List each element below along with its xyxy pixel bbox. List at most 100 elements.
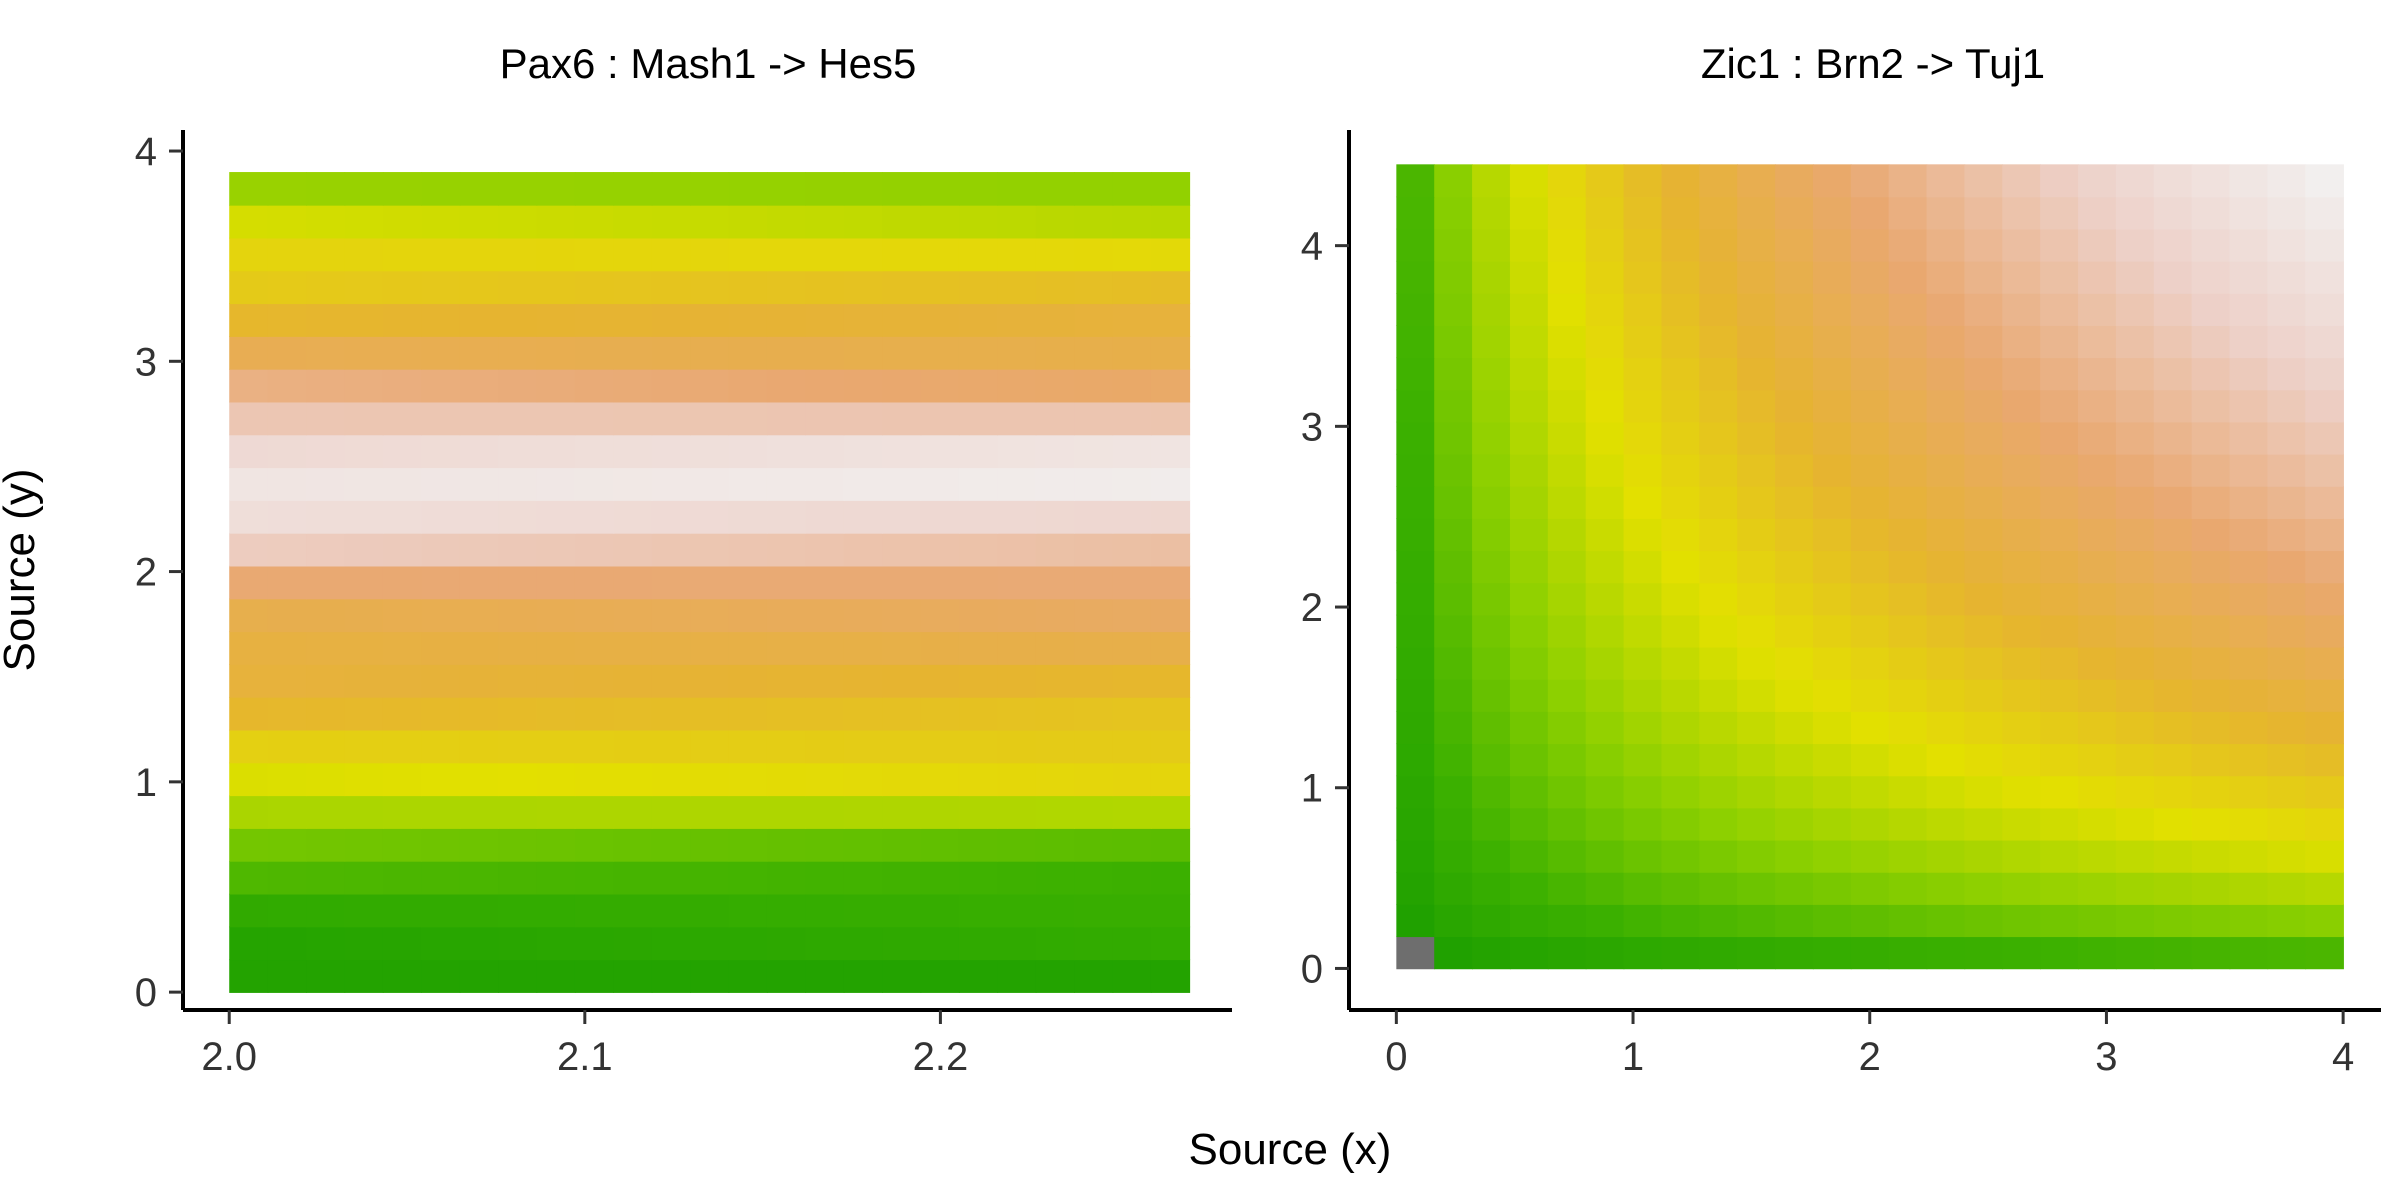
heatmap-cell: [421, 368, 461, 403]
heatmap-cell: [1074, 860, 1114, 895]
heatmap-cell: [1434, 518, 1473, 552]
heatmap-cell: [958, 237, 999, 272]
heatmap-cell: [1699, 839, 1738, 873]
heatmap-cell: [1888, 711, 1928, 745]
heatmap-cell: [459, 893, 499, 928]
heatmap-cell: [344, 467, 384, 501]
heatmap-cell: [1547, 582, 1587, 616]
heatmap-cell: [651, 926, 691, 961]
heatmap-cell: [2305, 936, 2344, 970]
heatmap-cell: [882, 532, 922, 567]
heatmap-cell: [1737, 936, 1776, 970]
heatmap-cell: [805, 664, 845, 698]
heatmap-cell: [536, 500, 576, 534]
heatmap-cell: [1661, 485, 1701, 519]
heatmap-cell: [1396, 904, 1436, 938]
heatmap-cell: [1850, 164, 1890, 198]
heatmap-cell: [2191, 711, 2231, 745]
heatmap-cell: [651, 434, 691, 469]
heatmap-cell: [421, 631, 461, 665]
y-tick-label: 3: [1301, 405, 1323, 449]
heatmap-cell: [1888, 743, 1928, 777]
heatmap-cell: [2153, 485, 2193, 519]
heatmap-cell: [1035, 467, 1075, 501]
y-tick-label: 2: [1301, 586, 1323, 630]
heatmap-cell: [766, 434, 807, 469]
heatmap-cell: [1850, 228, 1890, 262]
heatmap-cell: [2040, 839, 2079, 873]
heatmap-cell: [267, 500, 307, 534]
heatmap-cell: [1547, 839, 1587, 873]
y-tick-label: 0: [1301, 947, 1323, 991]
heatmap-cell: [1509, 292, 1549, 326]
heatmap-cell: [1661, 775, 1701, 809]
heatmap-cell: [2305, 357, 2344, 391]
heatmap-cell: [2115, 292, 2155, 326]
heatmap-cell: [1850, 260, 1890, 294]
heatmap-cell: [651, 762, 691, 797]
heatmap-cell: [2040, 711, 2079, 745]
heatmap-cell: [1775, 807, 1814, 841]
heatmap-cell: [1547, 614, 1587, 648]
heatmap-cell: [728, 893, 768, 928]
heatmap-cell: [613, 959, 653, 993]
heatmap-cell: [2153, 453, 2193, 487]
heatmap-cell: [958, 336, 999, 370]
heatmap-cell: [536, 401, 576, 436]
heatmap-cell: [1812, 550, 1852, 584]
heatmap-cell: [1074, 959, 1114, 993]
heatmap-cell: [574, 926, 615, 961]
heatmap-cell: [1150, 860, 1191, 895]
heatmap-cell: [690, 270, 730, 305]
heatmap-cell: [382, 204, 423, 239]
heatmap-cell: [421, 500, 461, 534]
y-tick-label: 3: [135, 340, 157, 384]
heatmap-cell: [1775, 325, 1814, 359]
heatmap-cell: [1472, 582, 1511, 616]
heatmap-cell: [2229, 646, 2269, 680]
heatmap-cell: [1434, 292, 1473, 326]
heatmap-cell: [1964, 646, 2004, 680]
heatmap-cell: [1661, 421, 1701, 455]
heatmap-cell: [2153, 164, 2193, 198]
heatmap-cell: [1661, 518, 1701, 552]
heatmap-cell: [421, 303, 461, 337]
heatmap-cell: [2115, 904, 2155, 938]
heatmap-cell: [1509, 775, 1549, 809]
heatmap-cell: [382, 303, 423, 337]
heatmap-cell: [229, 500, 269, 534]
heatmap-cell: [1888, 196, 1928, 230]
heatmap-cell: [1150, 336, 1191, 370]
heatmap-cell: [1585, 582, 1625, 616]
heatmap-cell: [920, 336, 960, 370]
heatmap-cell: [459, 237, 499, 272]
heatmap-cell: [2153, 904, 2193, 938]
heatmap-cell: [1434, 421, 1473, 455]
heatmap-cell: [882, 664, 922, 698]
heatmap-cell: [1888, 550, 1928, 584]
heatmap-cell: [1434, 775, 1473, 809]
heatmap-cell: [2002, 389, 2041, 423]
heatmap-cell: [2191, 775, 2231, 809]
heatmap-cell: [344, 762, 384, 797]
heatmap-cell: [2078, 743, 2117, 777]
heatmap-cell: [344, 434, 384, 469]
heatmap-cell: [1396, 453, 1436, 487]
heatmap-cell: [1699, 904, 1738, 938]
heatmap-cell: [843, 598, 883, 633]
heatmap-cell: [1396, 646, 1436, 680]
heatmap-cell: [1434, 711, 1473, 745]
heatmap-cell: [574, 401, 615, 436]
heatmap-cell: [1699, 614, 1738, 648]
heatmap-cell: [766, 828, 807, 862]
heatmap-cell: [728, 565, 768, 600]
heatmap-cell: [1112, 631, 1152, 665]
heatmap-cell: [1035, 696, 1075, 731]
heatmap-cell: [1737, 196, 1776, 230]
heatmap-cell: [1585, 260, 1625, 294]
heatmap-cell: [690, 303, 730, 337]
heatmap-cell: [536, 959, 576, 993]
heatmap-cell: [805, 303, 845, 337]
heatmap-cell: [1964, 614, 2004, 648]
heatmap-cell: [997, 631, 1037, 665]
